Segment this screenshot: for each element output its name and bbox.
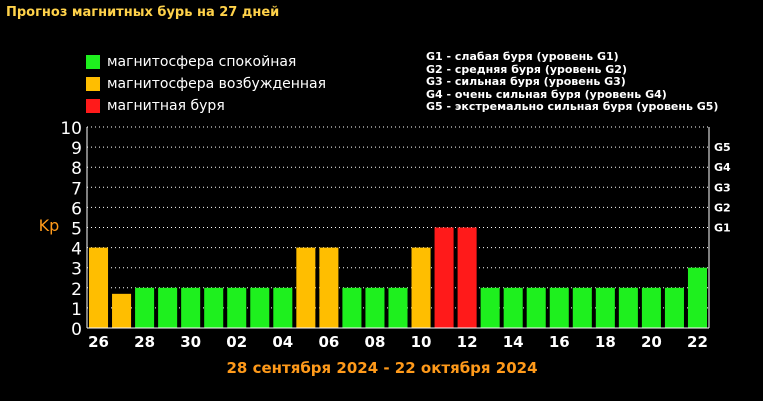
x-axis-label: 28 сентября 2024 - 22 октября 2024	[226, 359, 537, 377]
kp-bar	[227, 287, 247, 328]
kp-bar	[319, 247, 339, 328]
x-tick-label: 16	[549, 333, 570, 351]
kp-bar	[480, 287, 500, 328]
kp-bar	[89, 247, 109, 328]
y-tick-label: 1	[71, 300, 82, 320]
legend-label-storm: магнитная буря	[107, 98, 225, 114]
x-tick-label: 08	[365, 333, 386, 351]
x-tick-label: 18	[595, 333, 616, 351]
y-tick-label: 9	[71, 139, 82, 159]
y-tick-label: 5	[71, 220, 82, 240]
kp-bar	[112, 293, 132, 328]
x-tick-label: 20	[641, 333, 662, 351]
kp-bar	[365, 287, 385, 328]
legend-label-active: магнитосфера возбужденная	[107, 76, 327, 92]
legend-swatch-quiet	[86, 55, 100, 69]
kp-bar	[250, 287, 270, 328]
kp-bar	[572, 287, 592, 328]
y-tick-label: 0	[71, 320, 82, 340]
chart-title: Прогноз магнитных бурь на 27 дней	[6, 5, 280, 20]
x-tick-label: 28	[134, 333, 155, 351]
y-tick-label: 2	[71, 280, 82, 300]
kp-bar	[158, 287, 178, 328]
kp-bar	[273, 287, 293, 328]
x-tick-label: 06	[318, 333, 339, 351]
kp-bar	[181, 287, 201, 328]
storm-level-g4: G4 - очень сильная буря (уровень G4)	[426, 87, 667, 101]
kp-bar	[296, 247, 316, 328]
x-tick-label: 10	[411, 333, 432, 351]
g-level-tick-label: G5	[714, 141, 731, 154]
y-tick-label: 6	[71, 199, 82, 219]
storm-level-g1: G1 - слабая буря (уровень G1)	[426, 50, 619, 63]
kp-bar	[411, 247, 431, 328]
kp-bar	[526, 287, 546, 328]
storm-level-g5: G5 - экстремально сильная буря (уровень …	[426, 100, 719, 113]
kp-bar	[664, 287, 684, 328]
y-axis-label: Kp	[39, 216, 60, 235]
legend-item-storm: магнитная буря	[86, 95, 326, 117]
color-legend: магнитосфера спокойная магнитосфера возб…	[86, 51, 326, 117]
g-level-tick-label: G4	[714, 161, 731, 174]
legend-swatch-storm	[86, 99, 100, 113]
x-tick-label: 30	[180, 333, 201, 351]
legend-item-quiet: магнитосфера спокойная	[86, 51, 326, 73]
x-tick-label: 22	[687, 333, 708, 351]
y-tick-label: 3	[71, 260, 82, 280]
y-tick-label: 10	[60, 119, 82, 139]
kp-bar	[434, 227, 454, 328]
y-tick-label: 4	[71, 240, 82, 260]
g-level-tick-label: G1	[714, 222, 731, 235]
x-tick-label: 14	[503, 333, 524, 351]
kp-bar	[641, 287, 661, 328]
g-level-tick-label: G2	[714, 201, 731, 214]
kp-bar	[342, 287, 362, 328]
storm-level-key: G1 - слабая буря (уровень G1) G2 - средн…	[426, 50, 719, 114]
kp-bar	[204, 287, 224, 328]
kp-bar	[595, 287, 615, 328]
legend-item-active: магнитосфера возбужденная	[86, 73, 326, 95]
kp-bar	[687, 267, 707, 328]
x-tick-label: 12	[457, 333, 478, 351]
legend-label-quiet: магнитосфера спокойная	[107, 54, 297, 70]
kp-bar	[503, 287, 523, 328]
kp-bar	[388, 287, 408, 328]
storm-level-g3: G3 - сильная буря (уровень G3)	[426, 75, 626, 88]
kp-bar	[549, 287, 569, 328]
storm-level-g2: G2 - средняя буря (уровень G2)	[426, 62, 627, 76]
g-level-tick-label: G3	[714, 181, 731, 194]
y-tick-label: 7	[71, 179, 82, 199]
kp-bar	[135, 287, 155, 328]
kp-bar	[457, 227, 477, 328]
y-tick-label: 8	[71, 159, 82, 179]
legend-swatch-active	[86, 77, 100, 91]
x-tick-label: 04	[272, 333, 293, 351]
x-tick-label: 02	[226, 333, 247, 351]
x-tick-label: 26	[88, 333, 109, 351]
kp-bar	[618, 287, 638, 328]
